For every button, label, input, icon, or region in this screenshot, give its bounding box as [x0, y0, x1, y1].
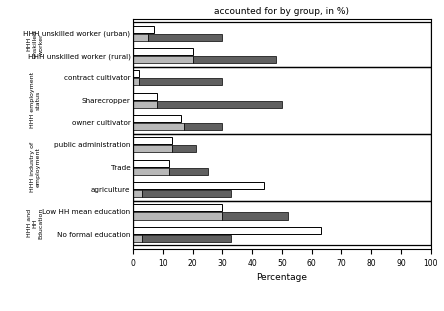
Bar — [133, 123, 184, 130]
Bar — [133, 22, 431, 67]
Bar — [148, 34, 222, 41]
Bar — [139, 78, 222, 86]
Bar — [133, 101, 157, 108]
Bar — [133, 115, 181, 122]
Text: HHH and
HH
Education: HHH and HH Education — [27, 207, 44, 239]
Bar — [133, 48, 193, 55]
Bar — [169, 168, 207, 175]
Bar — [133, 212, 222, 220]
Bar — [133, 70, 139, 77]
Bar — [133, 34, 148, 41]
Bar — [133, 160, 169, 167]
Title: accounted for by group, in %): accounted for by group, in %) — [214, 7, 349, 16]
Bar — [133, 190, 142, 197]
Bar — [133, 204, 222, 211]
Bar — [133, 134, 431, 201]
Bar — [193, 56, 276, 63]
Bar — [133, 93, 157, 100]
Bar — [133, 227, 321, 234]
Bar — [133, 137, 172, 144]
Text: HHH employment
status: HHH employment status — [30, 72, 40, 128]
Bar — [133, 168, 169, 175]
Bar — [142, 190, 231, 197]
Bar — [142, 235, 231, 242]
Bar — [184, 123, 222, 130]
Bar — [133, 182, 264, 189]
Bar — [133, 201, 431, 245]
Bar — [172, 145, 196, 152]
Bar — [157, 101, 282, 108]
Bar — [133, 26, 154, 33]
Text: HHH
unskilled
worker: HHH unskilled worker — [27, 30, 44, 58]
X-axis label: Percentage: Percentage — [257, 273, 307, 282]
Bar — [133, 78, 139, 86]
Bar — [133, 56, 193, 63]
Bar — [133, 235, 142, 242]
Bar — [133, 67, 431, 134]
Text: HHH industry of
employment: HHH industry of employment — [30, 142, 40, 192]
Bar — [222, 212, 288, 220]
Bar — [133, 145, 172, 152]
